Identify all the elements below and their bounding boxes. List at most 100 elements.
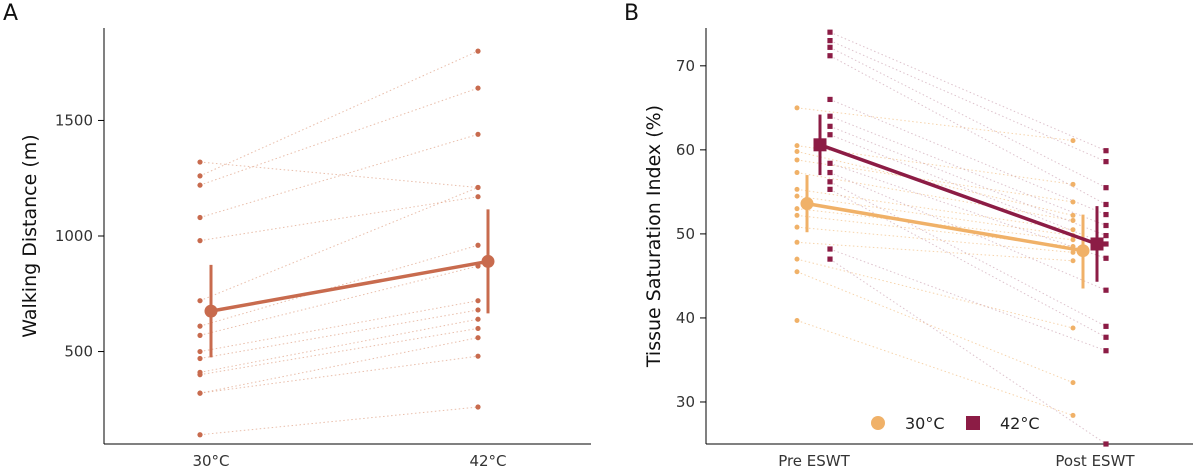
panel-b-42c-subject-line-4 (829, 55, 1107, 205)
panel-b-legend: 30°C 42°C (871, 414, 1040, 433)
panel-b-42c-post-point-8 (1103, 241, 1109, 247)
panel-a-subject-line-14 (199, 355, 479, 394)
legend-42c-label: 42°C (1000, 414, 1040, 433)
panel-a-subject-line-5 (199, 196, 479, 242)
panel-a-subject-lines (197, 48, 481, 438)
panel-b-30c-pre-point-13 (794, 269, 800, 275)
panel-a-subject-line-3 (199, 87, 479, 186)
panel-a-point-42c-9 (475, 298, 481, 304)
panel-b-42c-post-point-1 (1103, 148, 1109, 154)
panel-b-42c-pre-point-6 (827, 113, 833, 119)
panel-b-42c-post-point-4 (1103, 201, 1109, 208)
panel-b-30c-pre-point-4 (794, 157, 800, 163)
panel-b-30c-subject-line-14 (796, 319, 1074, 416)
panel-b-42c-pre-point-9 (827, 160, 833, 166)
panel-a-point-42c-2 (475, 48, 481, 54)
panel-a-x-tick-42c: 42°C (469, 452, 506, 470)
panel-b-42c-subject-line-12 (829, 188, 1107, 338)
panel-b-42c-subject-line-7 (829, 125, 1107, 237)
panel-b-42c-subject-line-3 (829, 46, 1107, 189)
panel-b-42c-post-point-5 (1103, 211, 1109, 218)
panel-a-point-42c-5 (475, 194, 481, 200)
panel-b-42c-pre-point-8 (827, 132, 833, 138)
panel-b-42c-post-point-7 (1103, 232, 1109, 239)
panel-b-30c-subject-line-10 (796, 226, 1074, 253)
panel-b-ticks: 30 40 50 60 70 (676, 57, 706, 411)
panel-b-42c-subject-line-6 (829, 115, 1107, 226)
panel-a-mean-line (210, 259, 489, 313)
panel-a-mean-point-42c (481, 254, 495, 268)
panel-b-30c-pre-point-5 (794, 170, 800, 176)
panel-a-subject-line-7 (199, 244, 479, 327)
panel-b-30c-subject-line-4 (796, 159, 1074, 203)
panel-b-42c-post-point-3 (1103, 185, 1109, 191)
panel-b-42c-post-point-6 (1103, 222, 1109, 229)
panel-b-30c-post-point-4 (1070, 199, 1076, 205)
panel-b-30c-mean-point-pre (800, 197, 814, 211)
panel-a-subject-line-6 (199, 187, 479, 302)
panel-b-30c-subject-line-2 (796, 145, 1074, 185)
panel-b-30c-pre-point-2 (794, 143, 800, 149)
panel-a-point-30c-7 (197, 323, 203, 329)
panel-b-42c-subject-line-11 (829, 181, 1107, 327)
panel-b-30c-pre-point-12 (794, 256, 800, 262)
panel-a-point-42c-13 (475, 335, 481, 341)
panel-b-42c-subject-line-14 (829, 258, 1107, 445)
panel-a-y-axis-title: Walking Distance (m) (19, 134, 41, 337)
panel-b-42c-pre-point-12 (827, 186, 833, 192)
panel-b-y-tick-60: 60 (676, 141, 695, 159)
panel-a-point-42c-6 (475, 184, 481, 191)
panel-b-30c-pre-point-11 (794, 239, 800, 245)
panel-a-letter: A (3, 1, 18, 26)
panel-a-subject-line-15 (199, 406, 479, 436)
panel-b-30c-post-point-11 (1070, 258, 1076, 264)
panel-b-42c-mean-point-post (1090, 237, 1104, 251)
panel-a-point-30c-3 (197, 182, 203, 188)
panel-a-point-30c-5 (197, 238, 203, 244)
panel-a-point-30c-1 (197, 159, 203, 165)
panel-b-42c-post-point-12 (1103, 334, 1109, 340)
panel-b-subject-lines (794, 29, 1109, 447)
panel-a-subject-line-12 (199, 327, 479, 376)
panel-b-42c-subject-line-9 (829, 162, 1107, 259)
legend-30c-label: 30°C (905, 414, 945, 433)
panel-b-42c-mean-line (819, 143, 1098, 246)
panel-b-y-tick-30: 30 (676, 393, 695, 411)
panel-a-subject-line-1 (199, 161, 479, 188)
panel-b-y-tick-50: 50 (676, 225, 695, 243)
panel-b-30c-subject-line-5 (796, 172, 1074, 221)
panel-a-point-30c-6 (197, 298, 203, 304)
panel-a-point-30c-15 (197, 432, 203, 438)
panel-b-x-tick-pre: Pre ESWT (778, 452, 850, 470)
panel-a-point-42c-3 (475, 85, 481, 91)
panel-a-y-tick-1000: 1000 (55, 227, 93, 245)
panel-b-42c-pre-point-7 (827, 123, 833, 129)
panel-a-point-42c-10 (475, 307, 481, 313)
panel-b-mean-layer (800, 114, 1104, 289)
panel-b-42c-subject-line-8 (829, 134, 1107, 245)
panel-b-30c-post-point-14 (1070, 412, 1076, 418)
panel-b-42c-pre-point-13 (827, 246, 833, 252)
panel-b-y-tick-70: 70 (676, 57, 695, 75)
panel-a-point-42c-11 (475, 316, 481, 322)
panel-a-point-42c-14 (475, 353, 481, 359)
panel-a-point-30c-2 (197, 173, 203, 179)
panel-a-point-30c-4 (197, 214, 203, 221)
panel-b-42c-pre-point-2 (827, 38, 833, 44)
panel-b-30c-pre-point-8 (794, 206, 800, 212)
panel-b-42c-post-point-11 (1103, 323, 1109, 329)
panel-b-30c-post-point-10 (1070, 249, 1076, 255)
panel-a-ticks: 500 1000 1500 (55, 111, 104, 361)
panel-b-30c-subject-line-7 (796, 195, 1074, 237)
panel-b-42c-pre-point-11 (827, 179, 833, 185)
panel-b-42c-subject-line-5 (829, 98, 1107, 216)
panel-a-point-42c-7 (475, 242, 481, 248)
panel-b-42c-pre-point-1 (827, 29, 833, 35)
panel-a-subject-line-13 (199, 337, 479, 394)
panel-b-tissue-saturation: B 30 40 50 60 70 Pre ESWT Post ESWT Tissue S… (624, 1, 1193, 470)
panel-b-30c-post-point-2 (1070, 181, 1076, 187)
panel-b-30c-pre-point-7 (794, 193, 800, 199)
panel-a-point-42c-12 (475, 325, 481, 332)
panel-b-42c-post-point-9 (1103, 255, 1109, 261)
